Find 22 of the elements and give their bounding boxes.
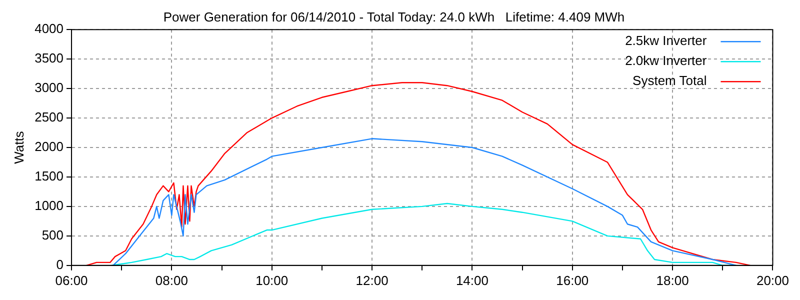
y-tick-label: 0: [56, 256, 64, 272]
x-tick-label: 10:00: [256, 272, 288, 288]
x-tick-label: 12:00: [356, 272, 388, 288]
x-tick-label: 06:00: [55, 272, 88, 288]
y-tick-label: 4000: [34, 21, 64, 36]
legend-label: 2.0kw Inverter: [625, 53, 708, 68]
y-tick-label: 1000: [34, 198, 64, 214]
chart-title: Power Generation for 06/14/2010 - Total Today: 24.0 kWh Lifetime: 4.409 MWh: [163, 9, 625, 24]
y-tick-label: 1500: [34, 168, 64, 184]
y-axis-title: Watts: [11, 130, 26, 164]
x-tick-label: 16:00: [556, 272, 589, 288]
y-tick-label: 3000: [34, 80, 64, 96]
y-tick-label: 2500: [34, 110, 64, 125]
x-tick-label: 14:00: [456, 272, 488, 288]
y-tick-label: 500: [42, 228, 64, 243]
x-tick-label: 20:00: [756, 272, 790, 288]
x-tick-label: 08:00: [155, 272, 188, 288]
legend-label: 2.5kw Inverter: [625, 33, 708, 48]
legend-label: System Total: [632, 73, 707, 88]
y-tick-label: 3500: [34, 50, 64, 66]
y-tick-label: 2000: [34, 139, 64, 154]
x-tick-label: 18:00: [656, 272, 689, 288]
